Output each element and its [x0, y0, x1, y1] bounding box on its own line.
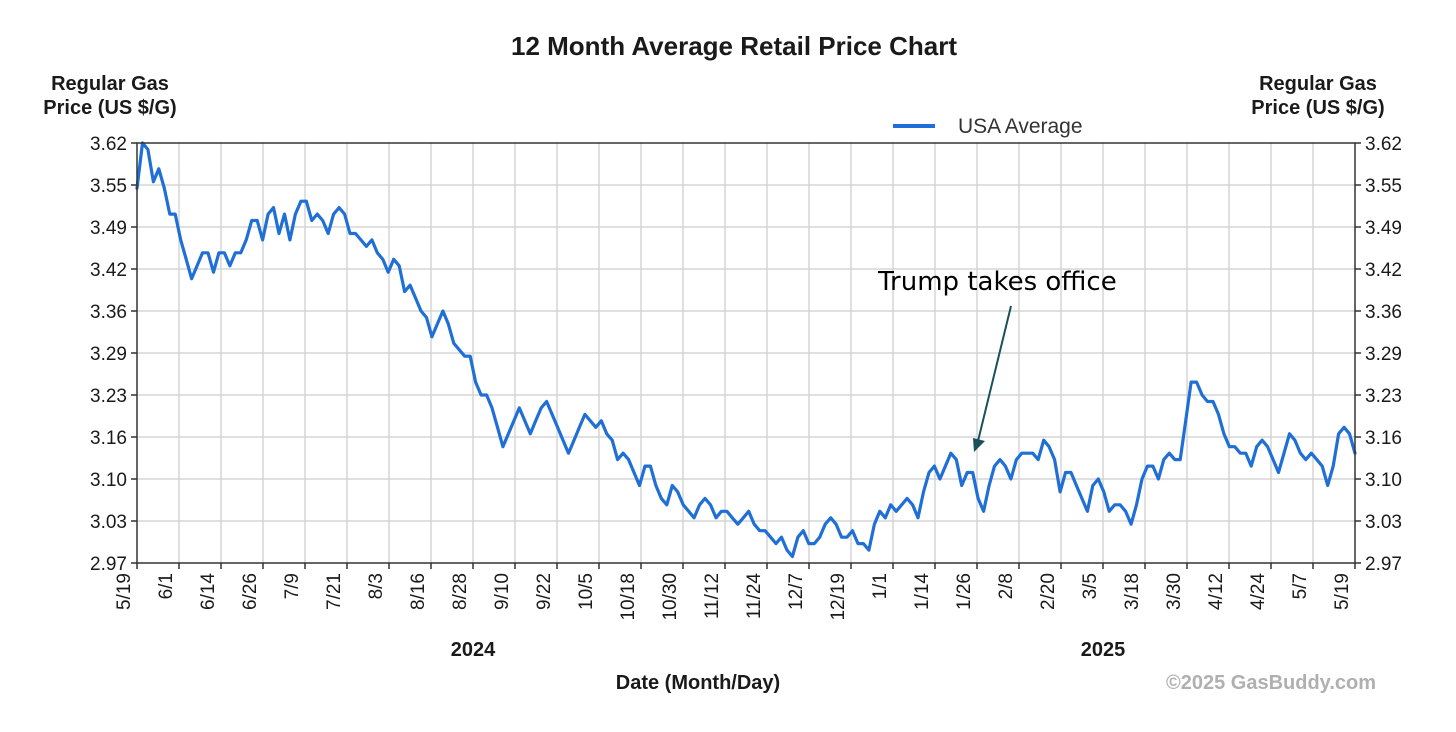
grid	[137, 143, 1355, 563]
y-tick-label-right: 3.42	[1365, 260, 1402, 281]
legend: USA Average	[893, 115, 1083, 138]
x-tick-label: 5/7	[1290, 573, 1311, 599]
y-tick-label-left: 3.16	[90, 428, 127, 449]
annotation: Trump takes office	[877, 267, 1117, 452]
x-tick-label: 6/14	[198, 573, 219, 610]
x-axis-ticks: 5/19 6/1 6/14 6/26 7/9 7/21 8/3 8/16 8/28 9/10 9/2…	[114, 563, 1356, 621]
x-tick-label: 7/9	[282, 573, 303, 599]
year-labels: 2024 2025	[451, 639, 1126, 661]
y-tick-label-left: 3.23	[90, 386, 127, 407]
legend-label-usa-average: USA Average	[958, 115, 1083, 138]
y-tick-label-left: 3.36	[90, 302, 127, 323]
x-tick-label: 9/10	[492, 573, 513, 610]
right-axis-title-line-1: Regular Gas	[1259, 73, 1377, 95]
x-tick-label: 10/18	[618, 573, 639, 621]
y-tick-label-left: 3.55	[90, 176, 127, 197]
left-axis-title-line-1: Regular Gas	[51, 73, 169, 95]
y-tick-label-right: 3.23	[1365, 386, 1402, 407]
y-tick-label-right: 3.03	[1365, 512, 1402, 533]
x-tick-label: 8/28	[450, 573, 471, 610]
y-tick-label-right: 3.10	[1365, 470, 1402, 491]
series-usa-average	[135, 141, 1357, 559]
chart-title: 12 Month Average Retail Price Chart	[511, 31, 957, 61]
y-tick-label-left: 3.03	[90, 512, 127, 533]
x-tick-label: 4/24	[1248, 573, 1269, 610]
x-tick-label: 12/7	[786, 573, 807, 610]
x-axis-title: Date (Month/Day)	[616, 672, 780, 694]
y-axis-right-ticks: 3.62 3.55 3.49 3.42 3.36 3.29 3.23 3.16 3.10 3.03…	[1355, 134, 1402, 575]
y-tick-label-right: 3.49	[1365, 218, 1402, 239]
x-tick-label: 11/12	[702, 573, 723, 619]
y-tick-label-right: 3.55	[1365, 176, 1402, 197]
y-tick-label-left: 3.42	[90, 260, 127, 281]
x-tick-label: 12/19	[828, 573, 849, 621]
annotation-text: Trump takes office	[877, 267, 1117, 297]
x-tick-label: 3/18	[1122, 573, 1143, 610]
x-tick-label: 2/20	[1038, 573, 1059, 610]
y-tick-label-left: 2.97	[90, 554, 127, 575]
x-tick-label: 10/30	[660, 573, 681, 621]
series-line-usa-average	[135, 141, 1357, 559]
credit-text: ©2025 GasBuddy.com	[1166, 672, 1376, 694]
y-tick-label-right: 3.36	[1365, 302, 1402, 323]
x-tick-label: 3/5	[1080, 573, 1101, 599]
x-tick-label: 3/30	[1164, 573, 1185, 610]
y-tick-label-right: 2.97	[1365, 554, 1402, 575]
plot-area-frame	[136, 142, 1356, 564]
y-tick-label-left: 3.10	[90, 470, 127, 491]
year-label: 2024	[451, 639, 496, 661]
x-tick-label: 5/19	[114, 573, 135, 610]
x-tick-label: 8/16	[408, 573, 429, 610]
y-tick-label-left: 3.49	[90, 218, 127, 239]
y-tick-label-right: 3.62	[1365, 134, 1402, 155]
x-tick-label: 10/5	[576, 573, 597, 610]
y-tick-label-left: 3.62	[90, 134, 127, 155]
right-axis-title-line-2: Price (US $/G)	[1251, 97, 1384, 119]
y-tick-label-left: 3.29	[90, 344, 127, 365]
x-tick-label: 8/3	[366, 573, 387, 599]
y-tick-label-right: 3.29	[1365, 344, 1402, 365]
year-label: 2025	[1081, 639, 1126, 661]
left-axis-title-line-2: Price (US $/G)	[43, 97, 176, 119]
x-tick-label: 9/22	[534, 573, 555, 610]
x-tick-label: 6/1	[156, 573, 177, 599]
x-tick-label: 2/8	[996, 573, 1017, 599]
x-tick-label: 5/19	[1332, 573, 1353, 610]
annotation-arrow-shaft	[977, 305, 1012, 442]
x-tick-label: 11/24	[744, 573, 765, 620]
x-tick-label: 7/21	[324, 573, 345, 610]
x-tick-label: 4/12	[1206, 573, 1227, 610]
annotation-arrow-head	[973, 438, 985, 452]
y-tick-label-right: 3.16	[1365, 428, 1402, 449]
x-tick-label: 1/14	[912, 573, 933, 610]
x-tick-label: 1/26	[954, 573, 975, 610]
x-tick-label: 1/1	[870, 573, 891, 599]
y-axis-left-ticks: 3.62 3.55 3.49 3.42 3.36 3.29 3.23 3.16 3.10 3.03…	[90, 134, 137, 575]
x-tick-label: 6/26	[240, 573, 261, 610]
